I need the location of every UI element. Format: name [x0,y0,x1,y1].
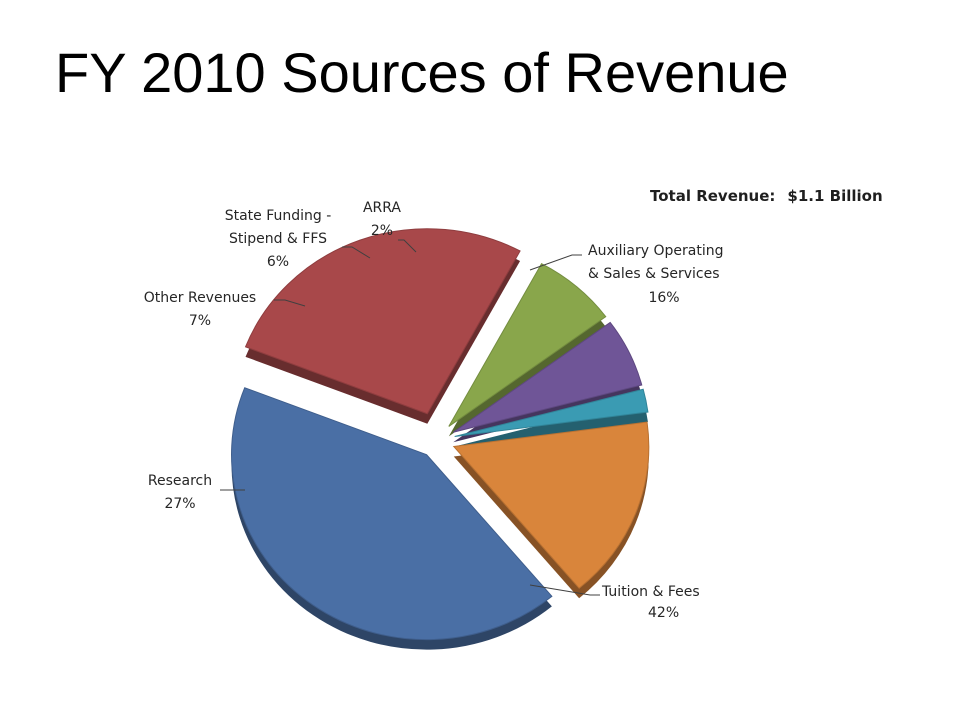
slice-label-other-revenues: Other Revenues [144,290,256,306]
slice-label-auxiliary-operating: & Sales & Services [588,266,719,282]
slice-label-arra: ARRA [363,200,401,216]
slice-label-tuition-fees: Tuition & Fees [601,584,700,600]
slice-percent-arra: 2% [371,223,393,239]
slice-percent-research: 27% [164,496,195,512]
slice-label-research: Research [148,473,212,489]
leader-line-arra [398,239,417,253]
slice-percent-other-revenues: 7% [189,313,211,329]
leader-line-state-funding [342,246,371,259]
slice-percent-auxiliary-operating: 16% [648,290,679,306]
total-revenue-label: Total Revenue: [650,187,776,205]
total-revenue: Total Revenue: $1.1 Billion [650,186,883,206]
leader-line-tuition-fees [529,584,600,596]
slice-percent-state-funding: 6% [267,254,289,270]
slice-auxiliary-operating [452,421,650,589]
leader-line-auxiliary-operating [529,254,582,271]
slice-label-state-funding: Stipend & FFS [229,231,327,247]
total-revenue-value: $1.1 Billion [787,187,883,205]
slice-label-auxiliary-operating: Auxiliary Operating [588,243,723,259]
slice-state-funding [452,321,643,433]
slice-research [244,228,521,415]
leader-line-other-revenues [274,299,306,307]
slice-percent-tuition-fees: 42% [648,605,679,621]
slide-title: FY 2010 Sources of Revenue [55,41,789,104]
slice-arra [454,388,649,438]
slice-tuition-fees [231,387,553,641]
slice-label-state-funding: State Funding - [225,208,332,224]
slice-other-revenues [448,263,607,427]
